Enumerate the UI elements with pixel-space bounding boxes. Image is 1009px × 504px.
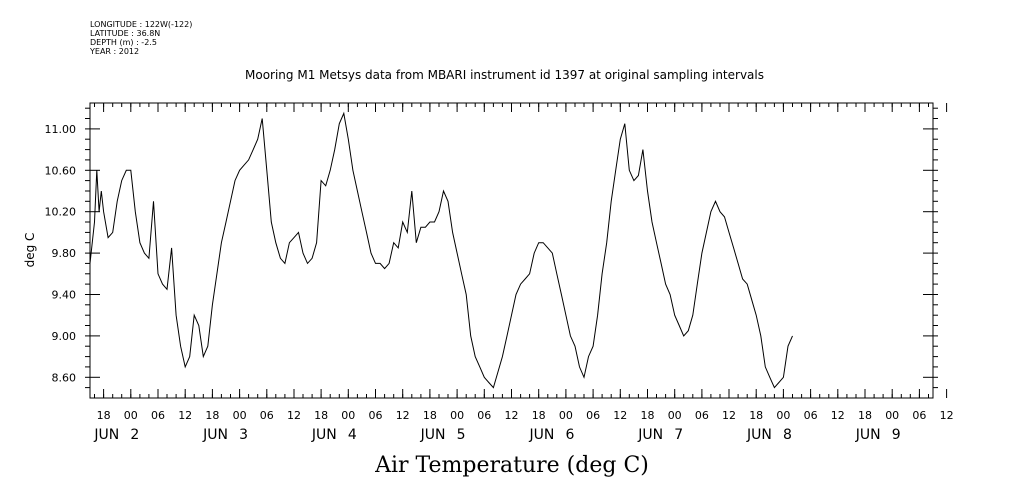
x-date-month-label: JUN [637, 427, 663, 443]
x-hour-tick-label: 12 [505, 409, 519, 422]
x-axis-label: Air Temperature (deg C) [375, 453, 649, 478]
x-hour-tick-label: 12 [831, 409, 845, 422]
x-hour-tick-label: 12 [396, 409, 410, 422]
x-hour-tick-label: 18 [97, 409, 111, 422]
x-hour-tick-label: 00 [668, 409, 682, 422]
x-hour-tick-label: 06 [151, 409, 165, 422]
x-hour-tick-label: 18 [749, 409, 763, 422]
y-axis-label: deg C [23, 233, 37, 268]
x-date-day-label: 8 [783, 427, 792, 443]
y-tick-label: 10.20 [45, 206, 77, 219]
x-date-month-label: JUN [311, 427, 337, 443]
y-tick-label: 11.00 [45, 123, 77, 136]
x-date-month-label: JUN [855, 427, 881, 443]
x-hour-tick-label: 00 [885, 409, 899, 422]
y-tick-label: 8.60 [52, 371, 77, 384]
x-hour-tick-label: 12 [940, 409, 954, 422]
x-date-month-label: JUN [420, 427, 446, 443]
x-hour-tick-label: 00 [450, 409, 464, 422]
x-hour-tick-label: 18 [205, 409, 219, 422]
x-hour-tick-label: 00 [559, 409, 573, 422]
x-date-day-label: 4 [348, 427, 357, 443]
x-hour-tick-label: 00 [776, 409, 790, 422]
x-hour-tick-label: 12 [613, 409, 627, 422]
x-date-day-label: 3 [239, 427, 248, 443]
chart-title: Mooring M1 Metsys data from MBARI instru… [245, 68, 764, 82]
x-axis: 18 00 06 12 18 00 06 12 18 00 06 12 18 00 06 12 18 00 06 12… [93, 103, 954, 443]
x-hour-tick-label: 18 [641, 409, 655, 422]
x-date-month-label: JUN [528, 427, 554, 443]
air-temperature-line [89, 111, 793, 389]
x-date-month-label: JUN [746, 427, 772, 443]
year-label: YEAR : 2012 [90, 47, 140, 56]
x-hour-tick-label: 06 [695, 409, 709, 422]
x-date-day-label: 9 [892, 427, 901, 443]
x-hour-tick-label: 12 [287, 409, 301, 422]
longitude-label: LONGITUDE : 122W(-122) [90, 20, 193, 29]
y-tick-label: 9.00 [52, 330, 77, 343]
x-date-day-label: 5 [457, 427, 466, 443]
x-hour-tick-label: 06 [804, 409, 818, 422]
x-hour-tick-label: 00 [124, 409, 138, 422]
x-hour-tick-label: 06 [586, 409, 600, 422]
x-hour-tick-label: 12 [722, 409, 736, 422]
x-hour-tick-label: 00 [233, 409, 247, 422]
y-axis: 8.60 9.00 9.40 9.80 10.20 10.60 11.00 [45, 107, 938, 389]
x-hour-tick-label: 06 [477, 409, 491, 422]
plot-frame [89, 102, 934, 399]
y-tick-label: 9.40 [52, 289, 77, 302]
latitude-label: LATITUDE : 36.8N [90, 29, 161, 38]
y-tick-label: 10.60 [45, 164, 77, 177]
metadata-block: LONGITUDE : 122W(-122) LATITUDE : 36.8N … [90, 20, 192, 56]
x-date-month-label: JUN [93, 427, 119, 443]
x-hour-tick-label: 12 [178, 409, 192, 422]
x-hour-tick-label: 18 [423, 409, 437, 422]
x-hour-tick-label: 06 [912, 409, 926, 422]
x-hour-tick-label: 18 [314, 409, 328, 422]
x-hour-tick-label: 06 [260, 409, 274, 422]
x-hour-tick-label: 00 [341, 409, 355, 422]
y-tick-label: 9.80 [52, 247, 77, 260]
x-hour-tick-label: 18 [858, 409, 872, 422]
x-date-day-label: 7 [674, 427, 683, 443]
x-date-day-label: 6 [565, 427, 574, 443]
x-date-day-label: 2 [130, 427, 139, 443]
depth-label: DEPTH (m) : -2.5 [90, 38, 157, 47]
x-hour-tick-label: 06 [369, 409, 383, 422]
x-hour-tick-label: 18 [532, 409, 546, 422]
x-date-month-label: JUN [202, 427, 228, 443]
minor-tick-group [94, 103, 929, 398]
